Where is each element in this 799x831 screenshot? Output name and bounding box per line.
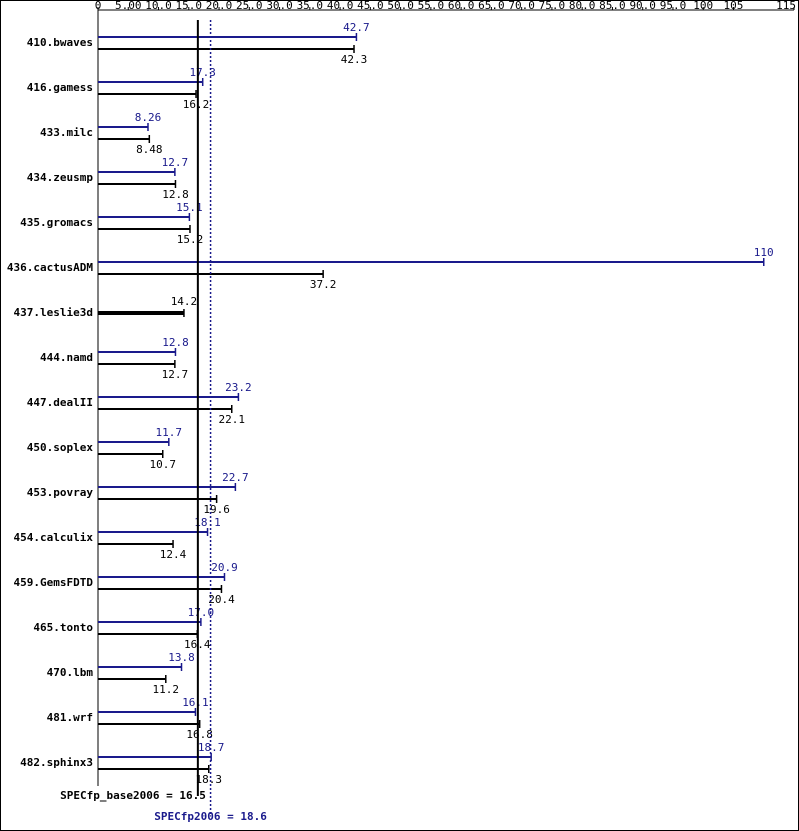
x-tick-label: 50.0 xyxy=(387,0,414,12)
benchmark-label: 436.cactusADM xyxy=(7,261,93,274)
benchmark-label: 465.tonto xyxy=(33,621,93,634)
x-tick-label: 100 xyxy=(693,0,713,12)
peak-value-label: 15.1 xyxy=(176,201,203,214)
benchmark-label: 470.lbm xyxy=(47,666,94,679)
x-tick-label: 5.00 xyxy=(115,0,142,12)
peak-value-label: 20.9 xyxy=(211,561,238,574)
benchmark-label: 459.GemsFDTD xyxy=(14,576,94,589)
peak-value-label: 11.7 xyxy=(156,426,183,439)
base-value-label: 16.2 xyxy=(183,98,210,111)
peak-value-label: 23.2 xyxy=(225,381,252,394)
peak-value-label: 18.1 xyxy=(194,516,221,529)
benchmark-label: 444.namd xyxy=(40,351,93,364)
x-tick-label: 90.0 xyxy=(629,0,656,12)
x-tick-label: 45.0 xyxy=(357,0,384,12)
x-tick-label: 40.0 xyxy=(327,0,354,12)
base-value-label: 12.8 xyxy=(162,188,189,201)
base-value-label: 12.4 xyxy=(160,548,187,561)
x-tick-label: 75.0 xyxy=(539,0,566,12)
base-value-label: 12.7 xyxy=(162,368,189,381)
base-value-label: 19.6 xyxy=(203,503,230,516)
base-value-label: 11.2 xyxy=(153,683,180,696)
peak-value-label: 17.0 xyxy=(188,606,215,619)
benchmark-label: 435.gromacs xyxy=(20,216,93,229)
base-value-label: 42.3 xyxy=(341,53,368,66)
x-tick-label: 25.0 xyxy=(236,0,263,12)
x-tick-label: 55.0 xyxy=(418,0,445,12)
peak-value-label: 12.7 xyxy=(162,156,189,169)
benchmark-label: 437.leslie3d xyxy=(14,306,93,319)
benchmark-label: 482.sphinx3 xyxy=(20,756,93,769)
base-value-label: 10.7 xyxy=(150,458,177,471)
x-tick-label: 30.0 xyxy=(266,0,293,12)
x-tick-label: 65.0 xyxy=(478,0,505,12)
peak-value-label: 42.7 xyxy=(343,21,370,34)
base-value-label: 8.48 xyxy=(136,143,163,156)
x-tick-label: 60.0 xyxy=(448,0,475,12)
base-value-label: 14.2 xyxy=(171,295,198,308)
x-tick-label: 20.0 xyxy=(206,0,233,12)
base-value-label: 16.8 xyxy=(186,728,213,741)
benchmark-label: 450.soplex xyxy=(27,441,94,454)
base-value-label: 15.2 xyxy=(177,233,204,246)
benchmark-label: 433.milc xyxy=(40,126,93,139)
x-tick-label: 35.0 xyxy=(297,0,324,12)
x-tick-label: 105 xyxy=(724,0,744,12)
benchmark-label: 454.calculix xyxy=(14,531,94,544)
base-value-label: 20.4 xyxy=(208,593,235,606)
x-tick-label: 15.0 xyxy=(176,0,203,12)
benchmark-label: 481.wrf xyxy=(47,711,93,724)
x-tick-label: 0 xyxy=(95,0,102,12)
base-value-label: 37.2 xyxy=(310,278,337,291)
benchmark-label: 453.povray xyxy=(27,486,94,499)
x-tick-label: 115 xyxy=(776,0,796,12)
base-value-label: 18.3 xyxy=(196,773,223,786)
benchmark-label: 434.zeusmp xyxy=(27,171,94,184)
x-tick-label: 80.0 xyxy=(569,0,596,12)
peak-value-label: 16.1 xyxy=(182,696,209,709)
peak-value-label: 12.8 xyxy=(162,336,189,349)
peak-value-label: 13.8 xyxy=(168,651,195,664)
x-tick-label: 85.0 xyxy=(599,0,626,12)
peak-value-label: 22.7 xyxy=(222,471,249,484)
peak-value-label: 110 xyxy=(754,246,774,259)
benchmark-label: 416.gamess xyxy=(27,81,93,94)
x-tick-label: 10.0 xyxy=(145,0,172,12)
peak-value-label: 17.3 xyxy=(189,66,216,79)
x-tick-label: 70.0 xyxy=(508,0,535,12)
benchmark-label: 410.bwaves xyxy=(27,36,93,49)
peak-value-label: 18.7 xyxy=(198,741,225,754)
x-tick-label: 95.0 xyxy=(660,0,687,12)
reference-label: SPECfp_base2006 = 16.5 xyxy=(60,789,206,802)
reference-label: SPECfp2006 = 18.6 xyxy=(154,810,267,823)
peak-value-label: 8.26 xyxy=(135,111,162,124)
benchmark-label: 447.dealII xyxy=(27,396,93,409)
base-value-label: 22.1 xyxy=(219,413,246,426)
